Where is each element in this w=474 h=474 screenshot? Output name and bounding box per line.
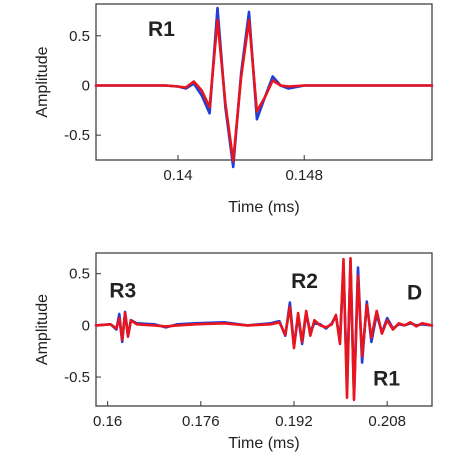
chart-bottom-panel: 0.5 0 -0.5 0.16 0.176 0.192 0.208 R3 R2 D R1 Time (…	[34, 252, 434, 452]
y-tick-label: 0.5	[69, 266, 90, 283]
y-tick-label: 0	[82, 317, 90, 334]
x-axis-label: Time (ms)	[228, 435, 299, 452]
series-line-red	[94, 18, 434, 163]
y-tick-label: 0	[82, 77, 90, 94]
y-axis-label: Amplitude	[34, 46, 51, 117]
annotation-label: R2	[291, 270, 318, 293]
annotation-label: R1	[373, 367, 400, 390]
chart-top-panel: 0.5 0 -0.5 0.14 0.148 R1 Time (ms) Amplitude	[34, 3, 434, 216]
plot-frame	[95, 252, 433, 407]
y-tick-label: -0.5	[64, 127, 90, 144]
x-tick-label: 0.208	[368, 413, 406, 430]
x-tick-label: 0.16	[93, 413, 122, 430]
x-axis-label: Time (ms)	[228, 199, 299, 216]
series-line-red	[94, 256, 434, 402]
y-tick-label: -0.5	[64, 369, 90, 386]
y-axis-label: Amplitude	[34, 294, 51, 365]
x-tick-label: 0.148	[285, 167, 323, 184]
x-tick-label: 0.176	[182, 413, 220, 430]
x-tick-label: 0.14	[163, 167, 192, 184]
x-tick-label: 0.192	[275, 413, 313, 430]
annotation-label: R1	[148, 18, 175, 41]
y-tick-label: 0.5	[69, 28, 90, 45]
annotation-label: R3	[109, 279, 136, 302]
plot-frame	[95, 3, 433, 161]
annotation-label: D	[407, 282, 422, 305]
